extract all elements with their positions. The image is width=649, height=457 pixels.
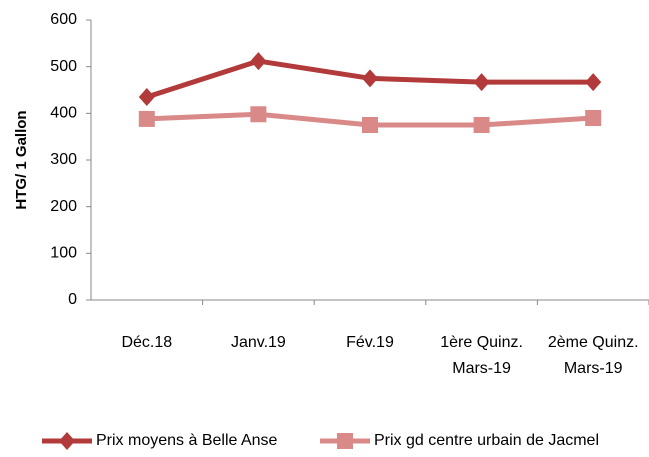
y-tick-label: 100	[50, 245, 77, 262]
marker	[138, 88, 155, 106]
y-tick-label: 600	[50, 11, 77, 28]
y-tick-label: 300	[50, 151, 77, 168]
y-tick-label: 500	[50, 58, 77, 75]
legend-label: Prix moyens à Belle Anse	[96, 432, 278, 449]
marker	[585, 110, 602, 126]
x-tick-label: 2ème Quinz. Mars-19	[547, 334, 639, 377]
marker	[250, 52, 267, 71]
marker	[250, 106, 267, 123]
y-tick-label: 400	[50, 105, 77, 122]
legend-label: Prix gd centre urbain de Jacmel	[374, 432, 599, 449]
marker	[362, 117, 378, 133]
marker	[473, 117, 490, 133]
y-tick-label: 0	[68, 291, 77, 308]
marker	[362, 69, 378, 88]
x-tick-label: Déc.18	[121, 334, 173, 351]
marker	[337, 433, 353, 449]
y-axis-label: HTG/ 1 Gallon	[13, 110, 30, 209]
marker	[585, 73, 602, 92]
y-tick-label: 200	[50, 198, 77, 215]
x-tick-label: Janv.19	[230, 334, 286, 351]
x-tick-label: Fév.19	[346, 334, 394, 351]
marker	[59, 432, 75, 450]
marker	[473, 73, 490, 92]
marker	[138, 110, 155, 127]
x-tick-label: 1ère Quinz. Mars-19	[440, 334, 523, 377]
